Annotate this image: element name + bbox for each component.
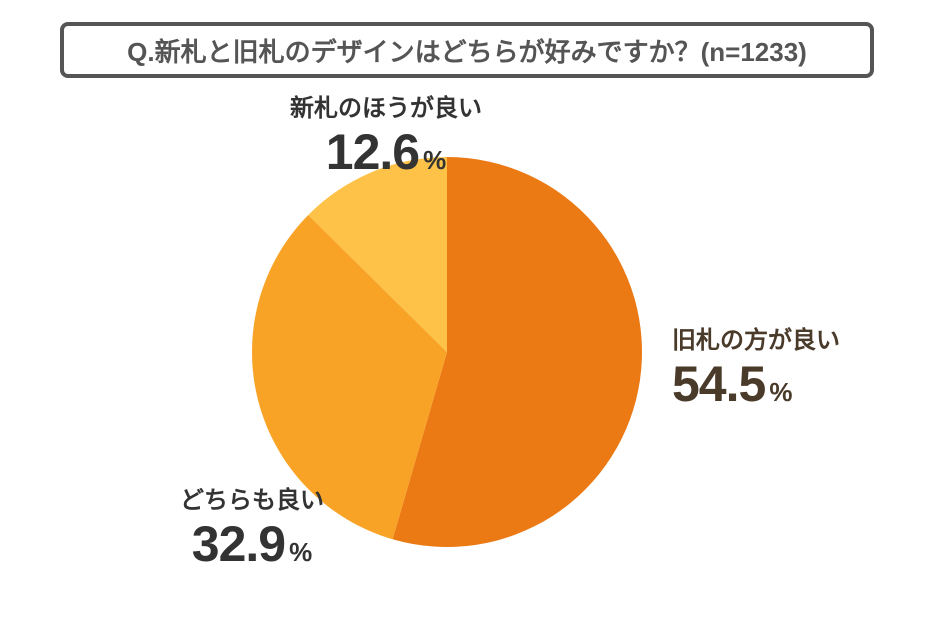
percent-sign: % — [769, 377, 792, 407]
percent-sign: % — [423, 145, 446, 175]
figure-root: Q.新札と旧札のデザインはどちらが好みですか？(n=1233) 旧札の方が良い … — [0, 0, 934, 623]
chart-title: Q.新札と旧札のデザインはどちらが好みですか？(n=1233) — [127, 32, 807, 69]
slice-value: 54.5 — [672, 356, 765, 412]
slice-value: 32.9 — [192, 516, 285, 572]
slice-label-new-better: 新札のほうが良い 12.6% — [290, 88, 482, 181]
slice-category: 新札のほうが良い — [290, 88, 482, 123]
percent-sign: % — [289, 537, 312, 567]
slice-label-both-good: どちらも良い 32.9% — [180, 480, 324, 573]
slice-label-old-better: 旧札の方が良い 54.5% — [672, 320, 840, 413]
slice-category: どちらも良い — [180, 480, 324, 515]
slice-value: 12.6 — [326, 124, 419, 180]
slice-category: 旧札の方が良い — [672, 320, 840, 355]
chart-area: 旧札の方が良い 54.5% どちらも良い 32.9% 新札のほうが良い 12.6… — [0, 90, 934, 610]
title-box: Q.新札と旧札のデザインはどちらが好みですか？(n=1233) — [60, 22, 874, 78]
